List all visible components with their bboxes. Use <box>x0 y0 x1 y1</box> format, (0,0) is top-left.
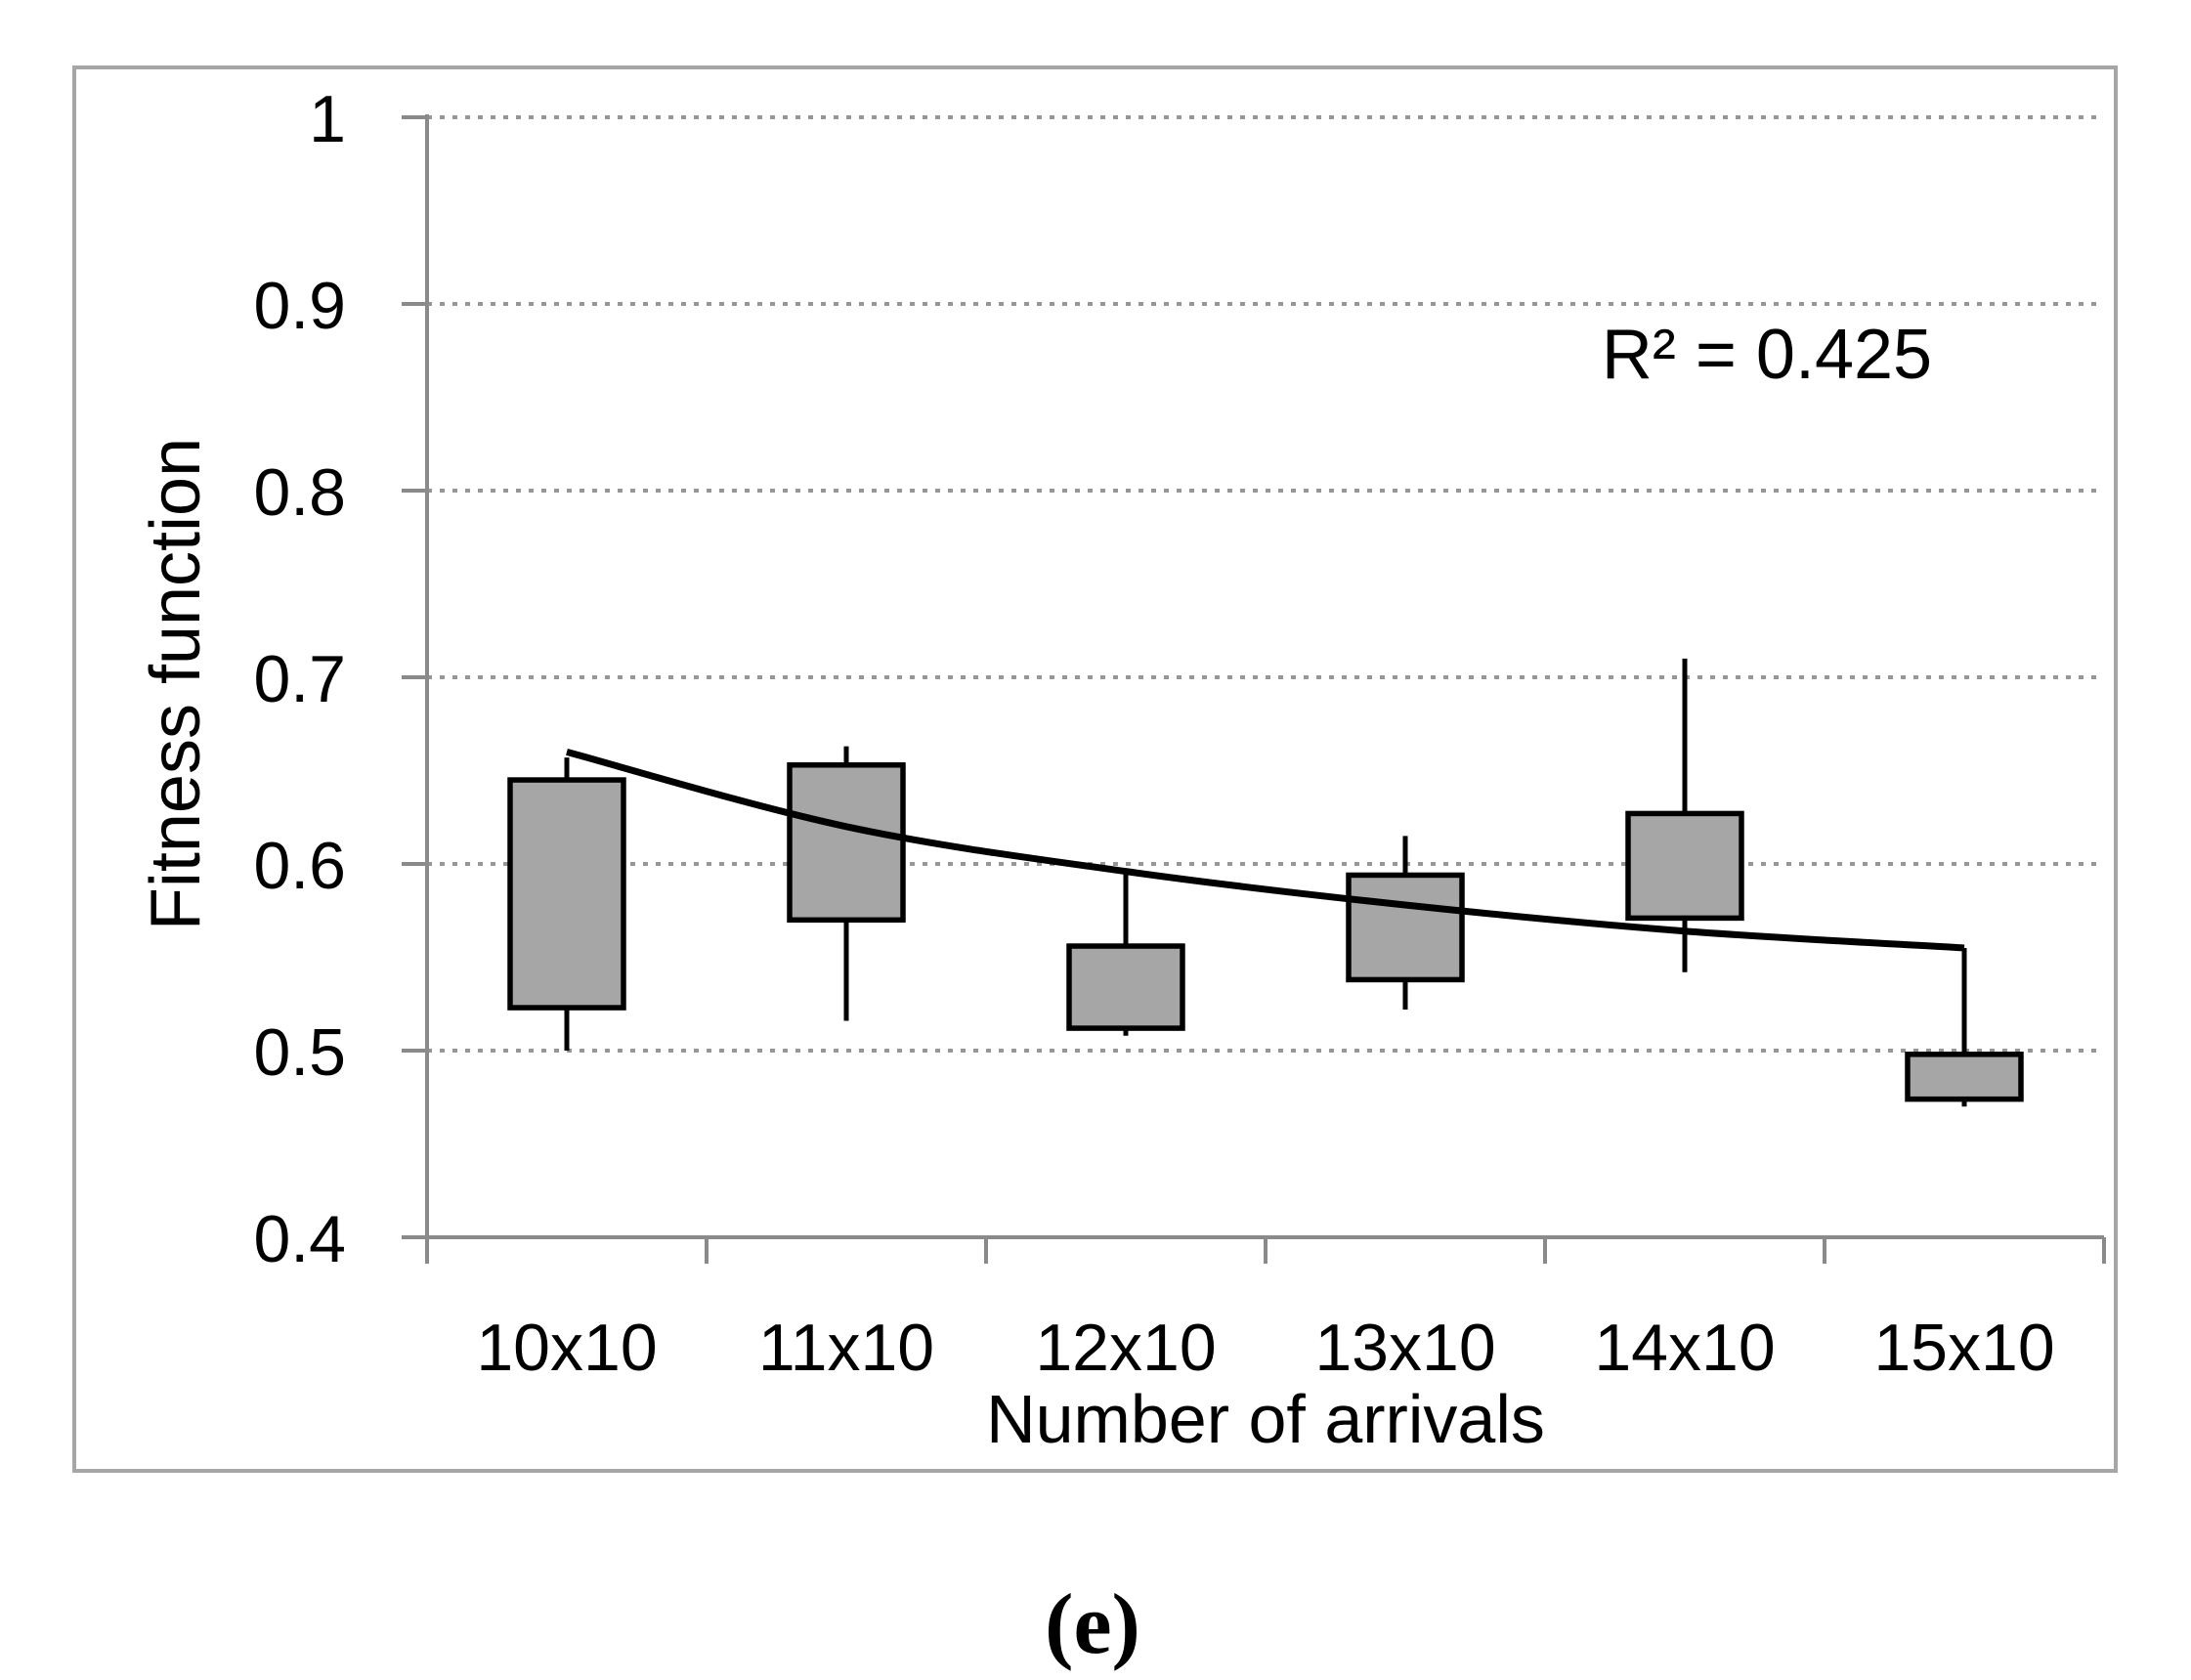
box-15x10 <box>1905 1052 2024 1102</box>
x-tick-label-11x10: 11x10 <box>758 1311 934 1385</box>
y-tick-label-1: 1 <box>309 82 346 156</box>
box-14x10 <box>1625 810 1744 922</box>
y-tick-label-0.4: 0.4 <box>253 1202 346 1276</box>
y-tick-label-0.9: 0.9 <box>253 269 346 343</box>
box-10x10 <box>507 777 626 1011</box>
trendline <box>566 749 1965 952</box>
x-tick-label-13x10: 13x10 <box>1314 1311 1495 1385</box>
x-axis-title: Number of arrivals <box>986 1381 1545 1457</box>
y-tick-label-0.6: 0.6 <box>253 829 346 903</box>
figure-caption: (e) <box>1045 1577 1140 1672</box>
y-tick-label-0.7: 0.7 <box>253 642 346 716</box>
box-11x10 <box>787 762 906 924</box>
r-squared-annotation: R² = 0.425 <box>1601 316 1933 394</box>
y-tick-label-0.5: 0.5 <box>253 1015 346 1090</box>
x-tick-label-15x10: 15x10 <box>1873 1311 2054 1385</box>
x-tick-label-10x10: 10x10 <box>476 1311 657 1385</box>
x-tick-label-12x10: 12x10 <box>1035 1311 1216 1385</box>
box-13x10 <box>1346 872 1465 983</box>
box-12x10 <box>1066 943 1185 1031</box>
y-axis-title: Fitness function <box>137 437 215 931</box>
y-tick-label-0.8: 0.8 <box>253 455 346 530</box>
x-tick-label-14x10: 14x10 <box>1594 1311 1775 1385</box>
